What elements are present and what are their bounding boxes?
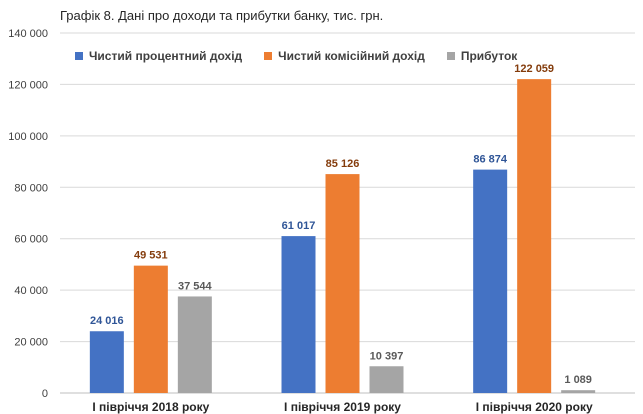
y-tick-label: 60 000 xyxy=(14,234,48,246)
data-label: 24 016 xyxy=(90,315,124,327)
y-tick-label: 20 000 xyxy=(14,337,48,349)
data-label: 10 397 xyxy=(370,350,404,362)
y-tick-label: 100 000 xyxy=(8,131,48,143)
legend-label-net-interest-income: Чистий процентний дохід xyxy=(89,49,243,63)
x-tick-label: І півріччя 2020 року xyxy=(476,400,593,414)
bar xyxy=(561,390,596,393)
x-tick-label: І півріччя 2018 року xyxy=(92,400,209,414)
data-label: 49 531 xyxy=(134,250,168,262)
data-label: 86 874 xyxy=(473,154,508,166)
data-label: 61 017 xyxy=(282,220,316,232)
data-label: 1 089 xyxy=(564,374,592,386)
bar xyxy=(281,236,316,393)
bar xyxy=(177,296,212,393)
legend: Чистий процентний дохід Чистий комісійни… xyxy=(75,49,539,63)
legend-swatch-net-interest-income xyxy=(75,52,83,60)
legend-swatch-net-commission-income xyxy=(264,52,273,60)
legend-label-profit: Прибуток xyxy=(460,49,518,63)
legend-item-profit: Прибуток xyxy=(446,49,518,63)
y-tick-label: 0 xyxy=(42,388,48,400)
legend-swatch-profit xyxy=(446,52,455,60)
bar xyxy=(89,331,124,393)
bar xyxy=(473,169,508,393)
bar xyxy=(325,174,360,393)
y-tick-label: 80 000 xyxy=(14,182,48,194)
chart-title: Графік 8. Дані про доходи та прибутки ба… xyxy=(60,8,384,23)
legend-item-net-interest-income: Чистий процентний дохід xyxy=(75,49,242,63)
y-tick-label: 140 000 xyxy=(8,28,48,40)
bar xyxy=(517,79,552,393)
legend-label-net-commission-income: Чистий комісійний дохід xyxy=(278,49,425,63)
y-tick-label: 120 000 xyxy=(8,79,48,91)
bar xyxy=(369,366,404,393)
data-label: 37 544 xyxy=(178,280,213,292)
y-tick-label: 40 000 xyxy=(14,285,48,297)
x-tick-label: І півріччя 2019 року xyxy=(284,400,401,414)
data-label: 122 059 xyxy=(514,63,554,75)
data-label: 85 126 xyxy=(326,158,360,170)
bar xyxy=(133,265,168,393)
legend-item-net-commission-income: Чистий комісійний дохід xyxy=(264,49,425,63)
